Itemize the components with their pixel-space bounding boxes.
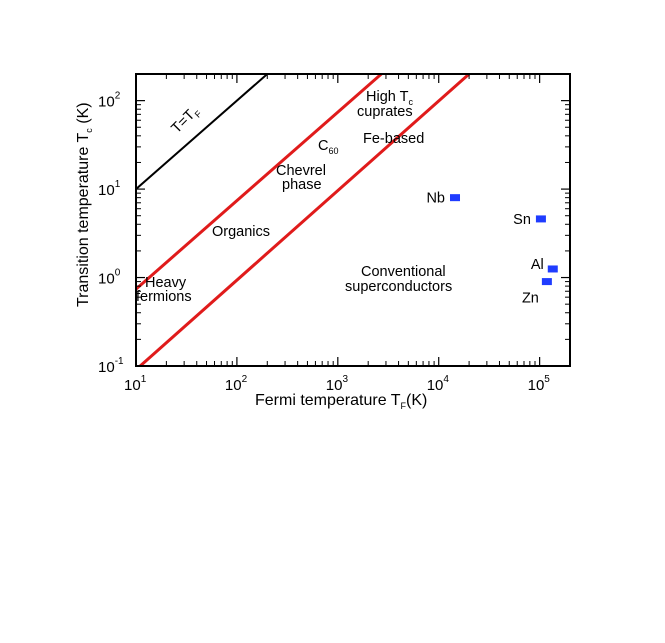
data-points: Nb Sn Al Zn	[426, 191, 558, 307]
point-label-zn: Zn	[522, 291, 539, 307]
axis-ticks: 101 102 103 104 105 10-1 100 101 102	[98, 73, 571, 394]
label-chevrel-1: Chevrel	[276, 163, 326, 179]
x-tick-label: 103	[326, 374, 349, 394]
point-al	[547, 265, 558, 273]
point-zn	[541, 278, 552, 286]
y-tick-label: 10-1	[98, 356, 124, 376]
y-tick-label: 102	[98, 91, 121, 111]
point-label-al: Al	[531, 257, 544, 273]
label-heavy-fermions-1: Heavy	[145, 275, 187, 291]
x-tick-label: 105	[528, 374, 551, 394]
y-axis-title: Transition temperature Tc (K)	[75, 102, 94, 307]
label-conventional-1: Conventional	[361, 264, 446, 280]
plot-frame	[135, 73, 571, 367]
label-heavy-fermions-2: fermions	[136, 289, 192, 305]
x-tick-label: 101	[124, 374, 147, 394]
line-t-t-f	[136, 74, 268, 190]
x-axis-title: Fermi temperature TF(K)	[255, 392, 427, 411]
label-high-tc-2: cuprates	[357, 104, 413, 120]
point-label-sn: Sn	[513, 212, 531, 228]
point-label-nb: Nb	[426, 191, 445, 207]
point-nb	[450, 194, 461, 202]
label-high-tc-1: High Tc	[366, 89, 413, 107]
line-lower-boundary	[139, 74, 471, 366]
plot-lines	[136, 74, 471, 366]
label-organics: Organics	[212, 224, 270, 240]
label-chevrel-2: phase	[282, 177, 322, 193]
x-tick-label: 102	[225, 374, 248, 394]
line-upper-boundary	[136, 74, 383, 291]
x-tick-label: 104	[427, 374, 450, 394]
label-fe-based: Fe-based	[363, 131, 424, 147]
y-tick-label: 101	[98, 179, 121, 199]
label-c60: C60	[318, 138, 339, 156]
y-tick-label: 100	[98, 268, 121, 288]
point-sn	[535, 215, 546, 223]
label-conventional-2: superconductors	[345, 279, 452, 295]
